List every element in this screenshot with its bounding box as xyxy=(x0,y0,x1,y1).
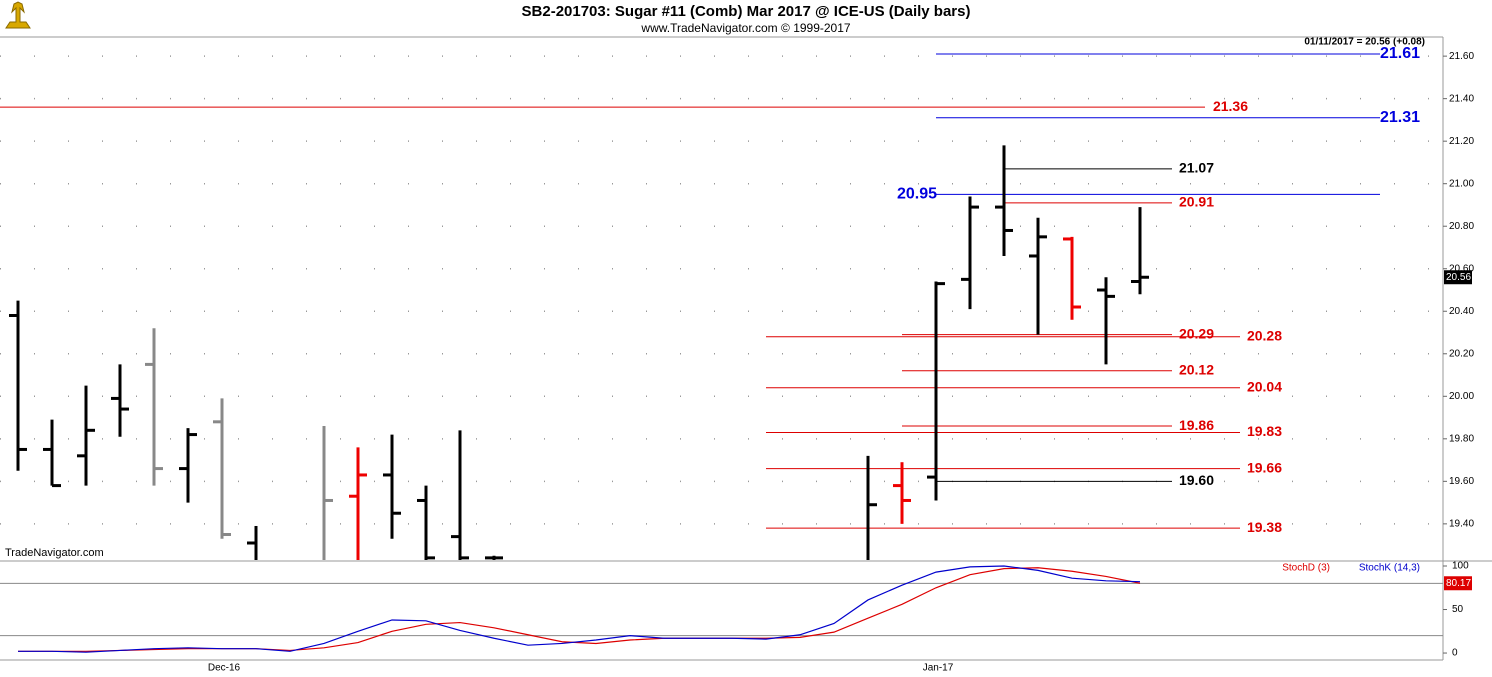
y-tick-label: 21.60 xyxy=(1449,51,1474,62)
y-tick-label: 19.60 xyxy=(1449,476,1474,487)
last-value-label: 80.17 xyxy=(1446,578,1471,589)
legend-entry: StochD (3) xyxy=(1282,563,1330,574)
level-label: 20.91 xyxy=(1179,194,1214,210)
x-tick-label: Jan-17 xyxy=(923,663,954,674)
y-tick-label: 20.80 xyxy=(1449,221,1474,232)
y-tick-label: 21.00 xyxy=(1449,178,1474,189)
level-label: 21.31 xyxy=(1380,109,1420,126)
y-tick-label: 20.20 xyxy=(1449,348,1474,359)
y-tick-label: 50 xyxy=(1452,604,1464,615)
y-tick-label: 20.00 xyxy=(1449,391,1474,402)
level-label: 20.04 xyxy=(1247,378,1282,394)
level-label: 20.28 xyxy=(1247,327,1282,343)
y-tick-label: 20.40 xyxy=(1449,306,1474,317)
level-label: 20.12 xyxy=(1179,361,1214,377)
level-label: 20.29 xyxy=(1179,325,1214,341)
level-label: 19.83 xyxy=(1247,423,1282,439)
last-price-box xyxy=(1444,270,1472,285)
last-value-annotation: 01/11/2017 = 20.56 (+0.08) xyxy=(1304,37,1425,48)
y-tick-label: 21.20 xyxy=(1449,136,1474,147)
stochastic-panel xyxy=(0,565,1443,653)
y-tick-label: 0 xyxy=(1452,648,1458,659)
stoch-line xyxy=(18,565,1141,653)
y-tick-label: 21.40 xyxy=(1449,93,1474,104)
last-value-box xyxy=(1444,576,1472,591)
level-label: 21.36 xyxy=(1213,98,1248,114)
x-tick-label: Dec-16 xyxy=(208,663,241,674)
y-tick-label: 20.60 xyxy=(1449,263,1474,274)
level-label: 19.38 xyxy=(1247,519,1282,535)
y-tick-label: 19.40 xyxy=(1449,518,1474,529)
level-label: 21.61 xyxy=(1380,45,1420,62)
level-label: 19.60 xyxy=(1179,472,1214,488)
axes: 19.40 19.60 19.80 20.00 20.20 20.40 20.60 20.80… xyxy=(208,51,1475,674)
chart-title: SB2-201703: Sugar #11 (Comb) Mar 2017 @ … xyxy=(522,3,971,20)
logo xyxy=(5,1,31,29)
last-price-label: 20.56 xyxy=(1446,272,1471,283)
legend-entry: StochK (14,3) xyxy=(1359,563,1420,574)
y-tick-label: 19.80 xyxy=(1449,433,1474,444)
chart-subtitle: www.TradeNavigator.com © 1999-2017 xyxy=(640,21,850,35)
level-label: 19.86 xyxy=(1179,417,1214,433)
level-label: 20.95 xyxy=(897,186,937,203)
watermark: TradeNavigator.com xyxy=(5,547,104,559)
level-label: 21.07 xyxy=(1179,160,1214,176)
price-panel xyxy=(0,53,1443,560)
y-tick-label: 100 xyxy=(1452,561,1469,572)
level-label: 19.66 xyxy=(1247,459,1282,475)
